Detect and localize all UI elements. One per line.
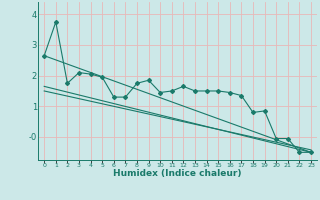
X-axis label: Humidex (Indice chaleur): Humidex (Indice chaleur) <box>113 169 242 178</box>
